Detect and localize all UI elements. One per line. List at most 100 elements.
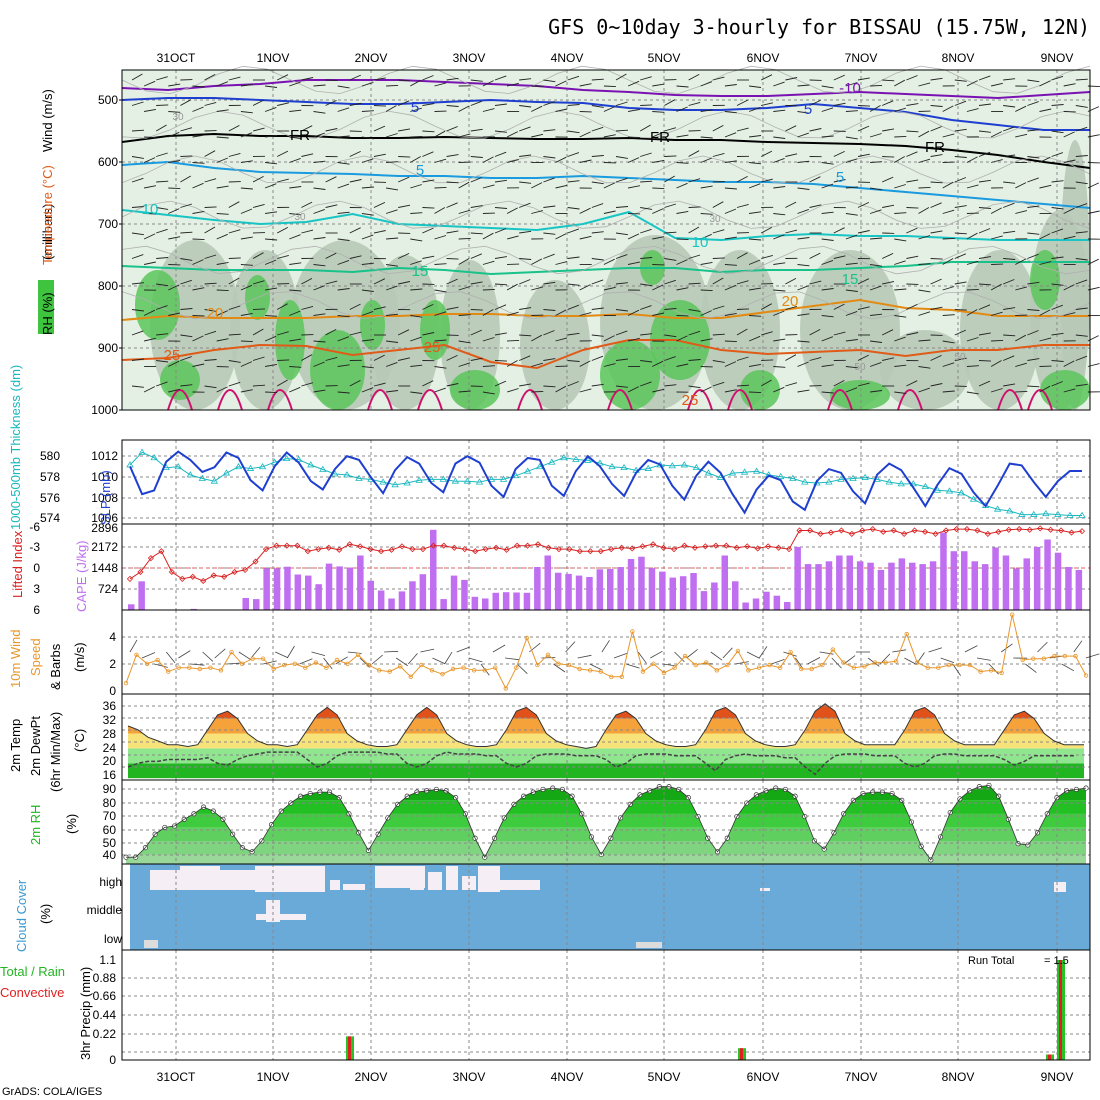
wind-barb <box>506 360 518 367</box>
wind-barb <box>1051 381 1063 387</box>
wind-barb <box>458 340 471 344</box>
wind-barb <box>385 361 398 367</box>
wind-barb <box>531 286 544 291</box>
wind-barb <box>954 329 966 336</box>
wind-barb <box>216 289 229 292</box>
precip-conv-bar <box>1059 960 1062 1060</box>
wind-barb <box>265 391 278 394</box>
wind-barb <box>144 185 156 189</box>
wind-barb <box>785 382 798 387</box>
wind-barb <box>761 331 773 336</box>
wind-barb <box>978 130 991 133</box>
li-point <box>524 542 531 549</box>
wind10m-barb <box>771 659 785 665</box>
wind-barb <box>930 383 943 387</box>
wind-barb <box>1015 182 1027 189</box>
wind-barb <box>906 207 919 209</box>
wind-barb <box>301 382 314 387</box>
cloud-low-block <box>144 940 158 948</box>
wind-barb <box>749 135 762 138</box>
wind-barb <box>833 380 845 387</box>
cape-bar <box>627 559 635 610</box>
wind-barb <box>688 178 701 183</box>
wind-barb <box>276 227 289 234</box>
wind-barb <box>386 313 399 316</box>
wind-barb <box>990 235 1003 240</box>
cape-bar <box>388 598 395 610</box>
wind-barb <box>845 110 858 112</box>
contour-label: 25 <box>682 392 699 409</box>
wind-barb <box>470 128 483 132</box>
cape-bar <box>1054 552 1062 610</box>
wind-barb <box>748 106 761 112</box>
wind-barb <box>1075 258 1088 261</box>
wind-barb <box>906 130 919 133</box>
wind-barb <box>942 286 955 291</box>
wind-barb <box>894 107 906 112</box>
slp-plot-area <box>122 440 1090 524</box>
wind-barb <box>519 307 532 310</box>
wind-barb <box>724 187 737 190</box>
wind10m-point <box>144 661 150 666</box>
temp-tick-label: 36 <box>103 699 117 713</box>
wind-barb <box>494 304 507 310</box>
wind-barb <box>942 362 955 367</box>
wind-barb <box>289 157 301 163</box>
wind-barb <box>519 78 532 81</box>
wind-barb <box>410 260 422 265</box>
wind-barb <box>736 252 748 259</box>
contour-label: 30 <box>294 212 306 223</box>
wind-barb <box>265 85 278 88</box>
wind-barb <box>736 356 749 361</box>
cape-bar <box>648 568 656 610</box>
wind-barb <box>422 103 435 106</box>
wind-barb <box>869 361 882 367</box>
wind-barb <box>615 385 628 388</box>
li-point <box>1005 526 1012 533</box>
wind-barb <box>361 110 374 112</box>
wind-barb <box>216 157 228 163</box>
wind-barb <box>930 126 942 132</box>
li-point <box>325 544 332 551</box>
wind-barb <box>131 129 145 132</box>
wind-barb <box>773 136 786 139</box>
contour-30c <box>517 389 543 411</box>
wind-barb <box>482 288 495 291</box>
wind-barb <box>385 209 398 214</box>
wind-barb <box>821 162 834 165</box>
temperature-contour <box>121 79 1091 100</box>
wind-barb <box>664 279 676 285</box>
wind-barb <box>446 181 459 184</box>
wind-barb <box>978 228 991 234</box>
wind10m-barb <box>904 657 917 665</box>
wind10m-point <box>271 666 276 672</box>
cape-bar <box>659 571 666 610</box>
slp-tick-label: 1010 <box>91 470 118 484</box>
wind-barb <box>494 103 507 106</box>
wind10m-barb <box>650 650 663 659</box>
cape-bar <box>138 581 145 610</box>
temp-series <box>127 703 1084 776</box>
wind-barb <box>337 135 350 138</box>
wind-barb <box>797 111 810 114</box>
wind-barb <box>131 358 144 361</box>
wind-barb <box>531 105 543 112</box>
wind-ylabel-3: & Barbs <box>48 643 63 690</box>
wind-barb <box>361 136 374 140</box>
wind-barb <box>579 131 591 138</box>
wind-barb <box>361 158 374 163</box>
wind-barb <box>894 336 906 342</box>
cape-bar <box>690 573 697 610</box>
date-bottom-label: 3NOV <box>453 1070 486 1084</box>
wind-barb <box>386 84 399 87</box>
wind-barb <box>143 386 156 393</box>
cloud-high-block <box>343 884 365 890</box>
wind-barb <box>712 257 725 259</box>
contour-label: 5 <box>416 162 424 179</box>
wind-barb <box>1051 130 1064 134</box>
li-point <box>252 558 259 565</box>
wind-barb <box>797 132 809 138</box>
wind-barb <box>1027 385 1040 388</box>
wind-barb <box>712 333 725 336</box>
